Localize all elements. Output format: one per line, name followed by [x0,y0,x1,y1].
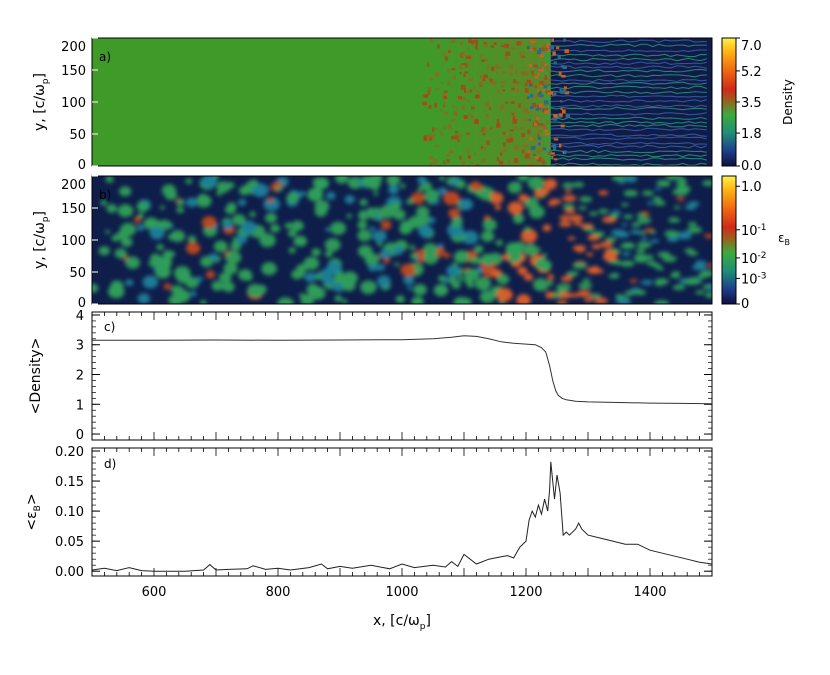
panel-b-colorbar-ticks: 1.0 10-1 10-2 10-3 0 [736,180,767,312]
panel-b-yaxis: 0 50 100 150 200 [61,175,98,311]
panel-c-density-profile: c) 0 1 2 3 4 <Density> [28,309,713,443]
panel-a-colorbar-ticks: 0.0 1.8 3.5 5.2 7.0 [736,37,762,174]
colorbar-b-tick-label: 0 [741,297,749,312]
panel-b-ytick-label: 100 [61,234,86,249]
panel-b-colorbar-label: εB [778,231,790,247]
colorbar-a-tick-label: 1.8 [741,127,762,142]
x-tick-label: 600 [142,585,167,600]
panel-a-ytick-label: 100 [61,96,86,111]
panel-c-yaxis: 0 1 2 3 4 [76,309,712,443]
panel-b-field-energy-map: b) 0 50 100 150 200 y, [c/ωp] 1.0 10-1 10-2 10-… [32,175,790,312]
panel-c-ytick-label: 1 [76,398,84,413]
panel-d-epsilon-line [91,461,713,572]
panel-c-ytick-label: 2 [76,369,84,384]
field-map-texture [92,176,712,304]
panel-b-ytick-label: 150 [61,202,86,217]
colorbar-b-tick-label: 10-1 [741,223,767,239]
panel-a-colorbar [721,37,737,167]
panel-a-colorbar-label: Density [781,79,795,125]
x-axis-label: x, [c/ωp] [373,613,431,632]
panel-a-ytick-label: 0 [78,158,86,173]
colorbar-a-tick-label: 0.0 [741,159,762,174]
panel-a-yaxis: 0 50 100 150 200 [61,37,98,173]
panel-d-label: d) [104,457,116,471]
panel-c-density-line [92,335,713,405]
panel-c-ytick-label: 0 [76,428,84,443]
panel-d-yaxis: 0.00 0.05 0.10 0.15 0.20 [55,445,712,580]
panel-b-colorbar [721,175,737,305]
colorbar-a-tick-label: 7.0 [741,39,762,54]
panel-b-ytick-label: 200 [61,178,86,193]
panel-c-ytick-label: 3 [76,339,84,354]
panel-a-ytick-label: 200 [61,40,86,55]
panel-c-label: c) [104,320,115,334]
colorbar-a-tick-label: 3.5 [741,96,762,111]
colorbar-b-tick-label: 1.0 [741,180,762,195]
panel-c-ytick-label: 4 [76,309,84,324]
panel-a-ytick-label: 50 [69,128,86,143]
panel-c-xaxis [91,312,713,440]
panel-b-ytick-label: 0 [78,296,86,311]
panel-a-label: a) [99,50,111,64]
panel-d-ytick-label: 0.15 [55,475,84,490]
colorbar-b-tick-label: 10-2 [741,251,767,267]
panel-d-ytick-label: 0.00 [55,565,84,580]
panel-d-ytick-label: 0.20 [55,445,84,460]
x-tick-label: 1400 [633,585,666,600]
panel-a-density-map: a) 0 50 100 150 200 y, [c/ωp] 0.0 1.8 3.5 5.2 7.… [32,37,795,174]
panel-d-xaxis: 600 800 1000 1200 1400 [91,448,713,600]
x-tick-label: 800 [266,585,291,600]
density-map-texture [422,38,712,166]
panel-d-ytick-label: 0.05 [55,535,84,550]
x-tick-label: 1200 [509,585,542,600]
panel-c-ylabel: <Density> [28,338,44,415]
panel-b-ytick-label: 50 [69,266,86,281]
colorbar-b-tick-label: 10-3 [741,271,767,287]
panel-d-ylabel: <εB> [24,493,43,530]
panel-b-ylabel: y, [c/ωp] [32,211,51,269]
panel-b-label: b) [99,188,111,202]
x-tick-label: 1000 [385,585,418,600]
panel-a-ytick-label: 150 [61,64,86,79]
panel-d-ytick-label: 0.10 [55,505,84,520]
panel-d-epsilon-profile: d) 0.00 0.05 0.10 0.15 0.20 600 800 1000 1200 14… [24,445,713,632]
colorbar-a-tick-label: 5.2 [741,65,762,80]
panel-a-ylabel: y, [c/ωp] [32,73,51,131]
